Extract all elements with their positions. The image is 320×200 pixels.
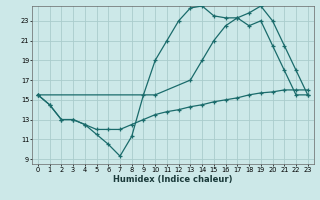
X-axis label: Humidex (Indice chaleur): Humidex (Indice chaleur) bbox=[113, 175, 233, 184]
